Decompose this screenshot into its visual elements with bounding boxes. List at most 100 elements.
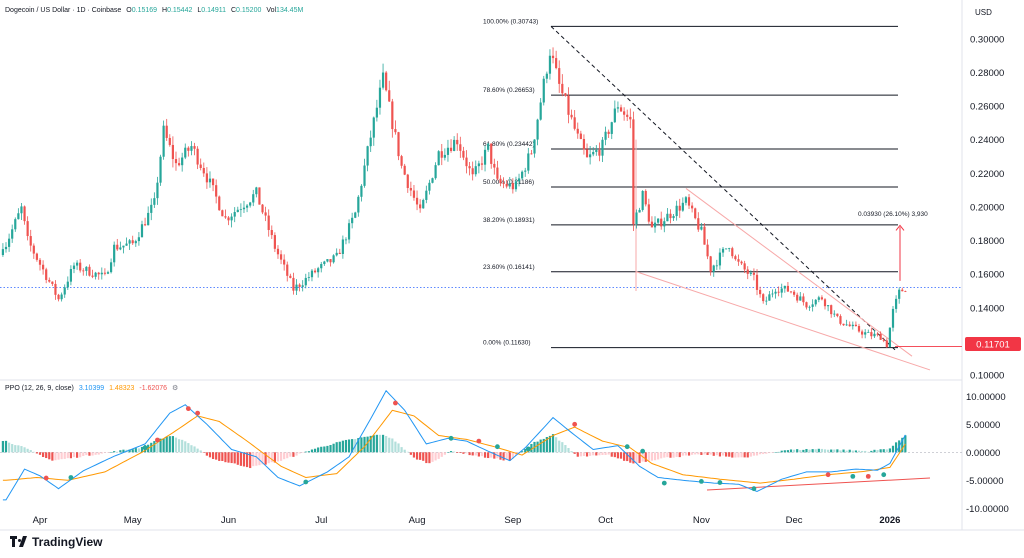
fibonacci-retracement[interactable]: 100.00% (0.30743) 78.60% (0.26653) 61.80% … — [483, 18, 898, 349]
candle — [774, 288, 777, 299]
candle-body — [208, 178, 212, 183]
candle-body — [789, 291, 793, 293]
ppo-histogram-bar — [351, 439, 354, 453]
fib-level-label: 0.00% (0.11630) — [483, 340, 531, 347]
candle-body — [876, 333, 879, 335]
candle — [786, 281, 790, 292]
candle — [208, 171, 212, 188]
ppo-histogram-bar — [168, 436, 171, 453]
candle-body — [323, 261, 326, 265]
candle-body — [94, 272, 97, 277]
candle — [691, 202, 694, 213]
candle — [882, 337, 885, 343]
candle-body — [589, 154, 592, 158]
ppo-histogram-bar — [48, 452, 51, 460]
candle-body — [66, 281, 69, 288]
candle-body — [199, 164, 202, 168]
candle-body — [545, 73, 548, 79]
candle-body — [14, 219, 17, 230]
ppo-histogram-bar — [459, 452, 462, 453]
candle-body — [706, 244, 709, 257]
ppo-histogram-bar — [85, 452, 88, 456]
candle — [508, 176, 511, 189]
ppo-histogram-bar — [493, 452, 496, 459]
candle — [196, 146, 199, 170]
ppo-histogram-bar — [508, 452, 511, 461]
ppo-histogram-bar — [150, 442, 153, 453]
candle-body — [505, 184, 508, 187]
candle — [548, 49, 552, 80]
ppo-histogram-bar — [780, 450, 783, 453]
candle-body — [465, 157, 468, 167]
candle-body — [276, 248, 280, 255]
ppo-histogram-bar — [524, 448, 527, 453]
ppo-axis[interactable]: 10.00000 5.00000 0.00000 -5.00000 -10.00000 — [966, 392, 1009, 515]
ppo-histogram-bar — [153, 441, 156, 453]
candle — [1, 243, 5, 257]
candle — [468, 162, 471, 176]
ppo-histogram-bar — [610, 452, 613, 457]
ppo-histogram-bar — [301, 452, 304, 453]
time-axis[interactable]: Apr May Jun Jul Aug Sep Oct Nov Dec 2026 — [33, 515, 901, 526]
ppo-legend[interactable]: PPO (12, 26, 9, close) 3.10399 1.48323 -… — [5, 384, 178, 392]
candle — [412, 185, 416, 201]
ppo-histogram-bar — [4, 440, 8, 453]
candle-body — [582, 138, 586, 150]
ppo-histogram-bar — [891, 445, 895, 453]
candle — [456, 133, 459, 151]
ppo-crossover-dot — [142, 445, 148, 451]
candle-body — [474, 166, 477, 175]
candle-body — [660, 218, 663, 227]
ppo-histogram-bar — [796, 449, 799, 453]
candle — [35, 252, 39, 262]
candle — [694, 207, 697, 220]
candle — [657, 218, 660, 224]
price-axis[interactable]: 0.30000 0.28000 0.26000 0.24000 0.22000 0.200… — [970, 34, 1004, 381]
candle — [103, 268, 107, 276]
ppo-histogram-bar — [901, 437, 904, 453]
ppo-histogram-bar — [79, 452, 82, 458]
tradingview-brand[interactable]: TradingView — [10, 535, 102, 549]
candle-body — [128, 240, 131, 244]
candle-body — [854, 324, 858, 326]
ppo-histogram-bar — [632, 452, 635, 464]
legend-symbol-line[interactable]: Dogecoin / US Dollar · 1D · Coinbase O0.… — [5, 7, 303, 14]
ppo-histogram-bar — [94, 452, 97, 455]
candle-body — [412, 190, 416, 198]
candle — [848, 321, 851, 327]
candle — [72, 262, 76, 274]
candle — [88, 264, 91, 277]
ppo-histogram-bar — [857, 450, 861, 453]
ppo-histogram-bar — [82, 452, 85, 456]
candle-body — [783, 285, 786, 289]
candle — [709, 255, 712, 276]
candle-body — [762, 294, 765, 302]
candle — [780, 283, 783, 298]
candle — [771, 289, 774, 298]
trend-drawings[interactable] — [550, 26, 962, 491]
candle — [125, 237, 128, 246]
candle-body — [32, 245, 35, 254]
candle-body — [731, 248, 734, 257]
candle-body — [462, 150, 465, 158]
candle-body — [388, 90, 391, 102]
ppo-histogram-bar — [545, 437, 548, 453]
ppo-histogram-bar — [119, 450, 122, 453]
ppo-tick-label: 0.00000 — [966, 448, 1000, 459]
candle — [483, 145, 487, 172]
candle-body — [54, 283, 57, 295]
candle — [249, 201, 252, 208]
candle-body — [595, 149, 598, 153]
candle-body — [11, 229, 14, 239]
ppo-histogram-bar — [771, 452, 774, 453]
ppo-histogram-bar — [91, 452, 94, 456]
ppo-histogram-bar — [375, 434, 378, 453]
candle-body — [601, 139, 604, 156]
candle-body — [351, 217, 354, 224]
candle-body — [134, 241, 137, 244]
candle — [459, 136, 462, 158]
ppo-histogram-bar — [289, 452, 292, 457]
dashed-trendline — [550, 26, 896, 351]
candle-body — [156, 182, 159, 199]
